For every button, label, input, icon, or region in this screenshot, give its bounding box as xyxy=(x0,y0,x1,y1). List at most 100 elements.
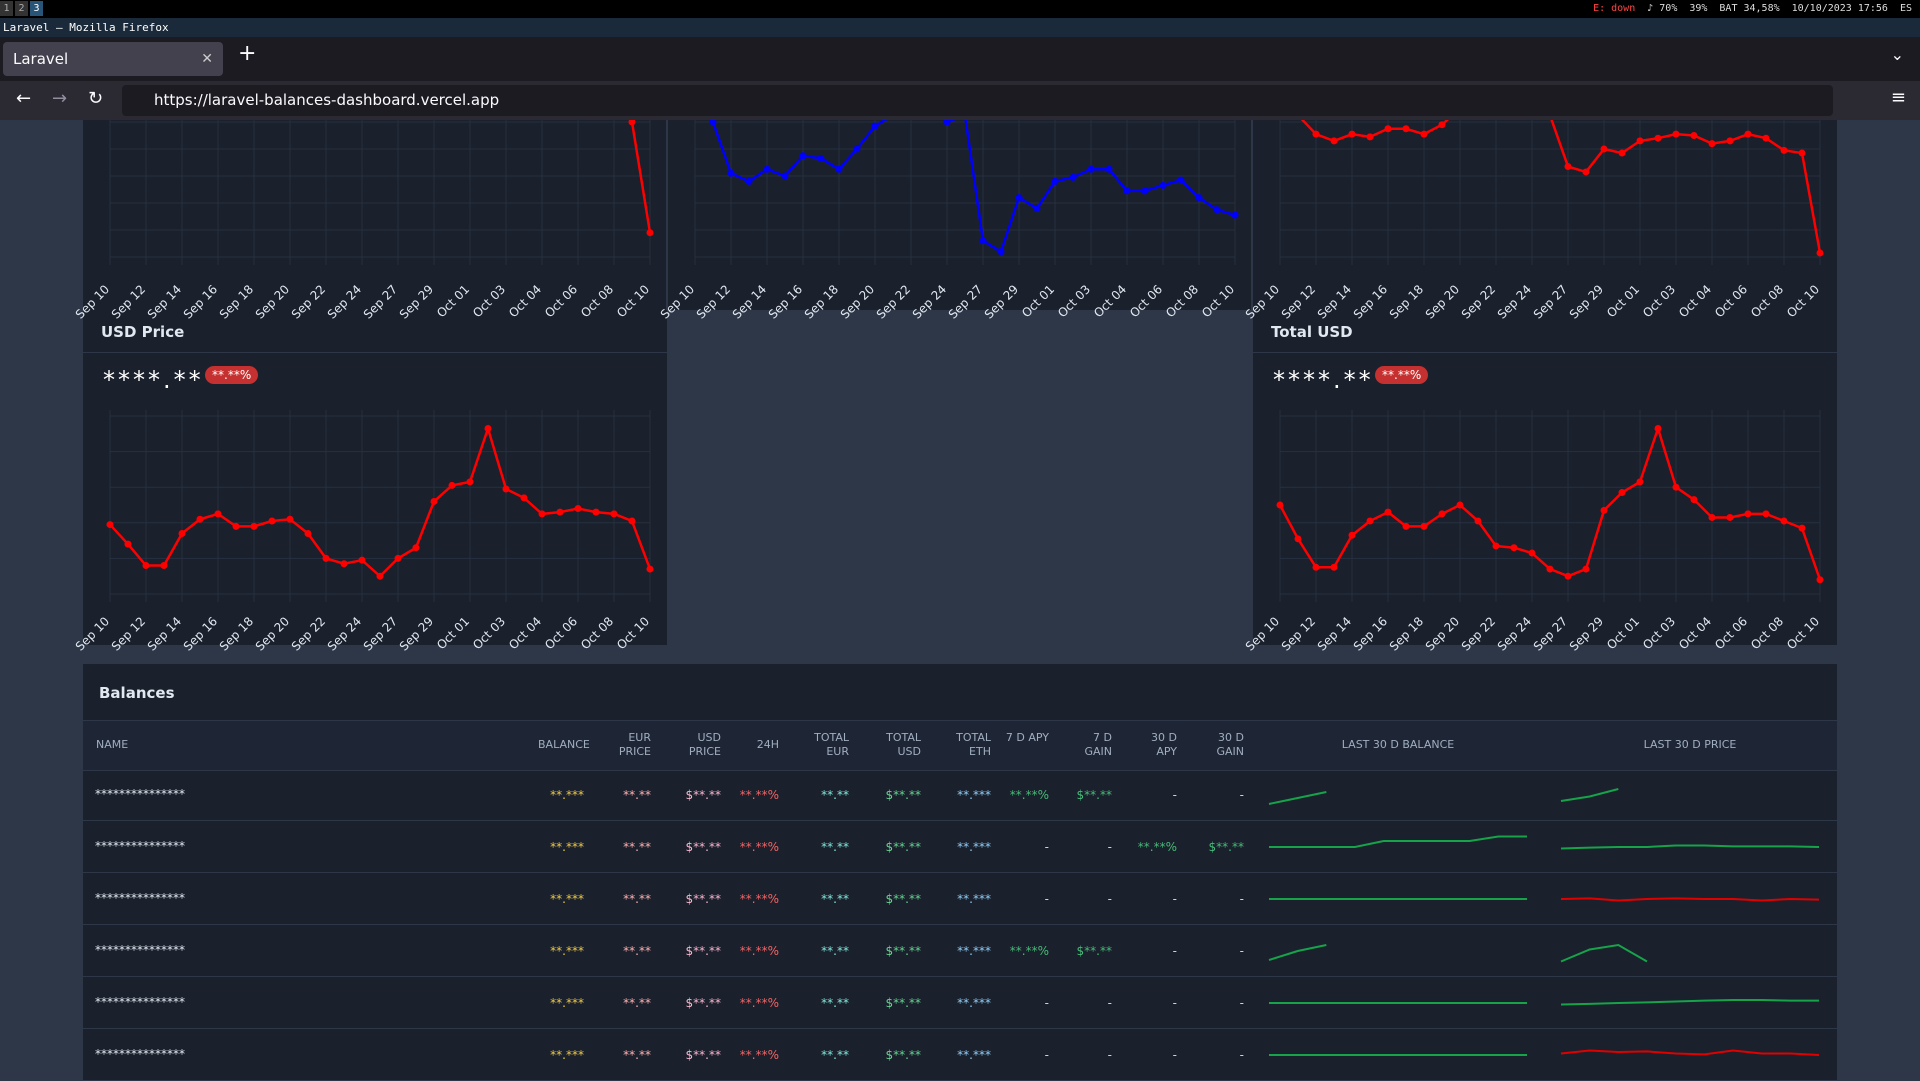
panel: Balances NAME BALANCE EUR PRICE USD PRICE 24H… xyxy=(83,664,1837,1081)
sparkline xyxy=(1268,944,1327,961)
column-header: 7 D APY xyxy=(1005,731,1049,744)
cell: **.**% xyxy=(739,996,779,1010)
menu-button[interactable]: ≡ xyxy=(1890,87,1906,108)
cell: $**.** xyxy=(885,892,921,906)
cell: **.** xyxy=(821,996,849,1010)
cell: **.*** xyxy=(550,840,584,854)
back-button[interactable]: ← xyxy=(16,88,32,109)
cell: $**.** xyxy=(685,1048,721,1062)
divider xyxy=(83,352,667,353)
sparkline xyxy=(1560,844,1820,850)
row-name: *************** xyxy=(95,1047,185,1061)
url: https://laravel-balances-dashboard.verce… xyxy=(154,91,500,109)
change-badge: **.**% xyxy=(205,366,259,384)
cell: $**.** xyxy=(1076,788,1112,802)
cell: **.** xyxy=(623,944,651,958)
status-item: BAT 34,58% xyxy=(1719,3,1780,14)
cell: **.** xyxy=(623,892,651,906)
cell: $**.** xyxy=(685,996,721,1010)
cell: - xyxy=(1044,996,1049,1010)
tab[interactable]: Laravel ✕ xyxy=(3,42,223,76)
taskbar: E: down ♪ 70% 39% BAT 34,58% 10/10/2023 17:5… xyxy=(0,0,1920,18)
column-header: 30 D GAIN xyxy=(1216,731,1244,758)
status-item: 10/10/2023 17:56 xyxy=(1791,3,1888,14)
cell: - xyxy=(1044,840,1049,854)
cell: - xyxy=(1239,788,1244,802)
panel: Total USD ****.** **.**% xyxy=(1253,310,1837,645)
cell: $**.** xyxy=(685,788,721,802)
cell: **.*** xyxy=(957,996,991,1010)
status-item: 39% xyxy=(1689,3,1708,14)
row-divider xyxy=(83,820,1837,821)
cell: - xyxy=(1239,996,1244,1010)
sparkline xyxy=(1560,999,1819,1006)
forward-button[interactable]: → xyxy=(52,88,68,109)
sparkline xyxy=(1560,1049,1820,1056)
workspace[interactable]: 1 xyxy=(0,1,13,16)
cell: - xyxy=(1239,892,1244,906)
cell: $**.** xyxy=(1208,840,1244,854)
cell: $**.** xyxy=(685,840,721,854)
column-header: 30 D APY xyxy=(1151,731,1177,758)
cell: **.** xyxy=(623,996,651,1010)
column-header: TOTAL ETH xyxy=(956,731,991,758)
close-tab[interactable]: ✕ xyxy=(201,51,213,67)
cell: **.** xyxy=(821,788,849,802)
row-name: *************** xyxy=(95,943,185,957)
row-name: *************** xyxy=(95,787,185,801)
sparkline xyxy=(1560,943,1648,963)
reload-button[interactable]: ↻ xyxy=(88,88,104,109)
window-title: Laravel — Mozilla Firefox xyxy=(0,18,1920,37)
cell: **.**% xyxy=(739,1048,779,1062)
cell: **.*** xyxy=(957,788,991,802)
cell: - xyxy=(1172,944,1177,958)
workspace[interactable]: 2 xyxy=(15,1,28,16)
sparkline xyxy=(1269,835,1527,848)
cell: **.**% xyxy=(1137,840,1177,854)
row-name: *************** xyxy=(95,891,185,905)
cell: **.**% xyxy=(739,944,779,958)
cell: **.*** xyxy=(550,1048,584,1062)
sparkline xyxy=(1268,791,1327,805)
new-tab[interactable]: + xyxy=(238,41,257,66)
cell: $**.** xyxy=(885,840,921,854)
column-header: EUR PRICE xyxy=(618,731,651,758)
cell: - xyxy=(1107,892,1112,906)
cell: **.** xyxy=(821,892,849,906)
divider xyxy=(1253,352,1837,353)
tab-bar: Laravel ✕ + ⌄ xyxy=(0,37,1920,81)
cell: **.*** xyxy=(550,892,584,906)
column-header: TOTAL USD xyxy=(886,731,921,758)
workspace[interactable]: 3 xyxy=(30,1,43,16)
cell: $**.** xyxy=(685,944,721,958)
cell: **.** xyxy=(821,944,849,958)
column-header: 24H xyxy=(756,738,779,751)
column-header: TOTAL EUR xyxy=(814,731,849,758)
cell: **.*** xyxy=(957,892,991,906)
panel-title: Balances xyxy=(99,684,175,702)
cell: **.*** xyxy=(550,788,584,802)
url-field[interactable]: https://laravel-balances-dashboard.verce… xyxy=(122,85,1833,116)
cell: **.**% xyxy=(739,892,779,906)
cell: - xyxy=(1044,892,1049,906)
cell: - xyxy=(1107,1048,1112,1062)
cell: - xyxy=(1044,1048,1049,1062)
row-name: *************** xyxy=(95,995,185,1009)
chart-title: Total USD xyxy=(1271,323,1353,341)
sparkline xyxy=(1560,897,1820,902)
tab-list[interactable]: ⌄ xyxy=(1890,45,1904,64)
panel: USD Price ****.** **.**% xyxy=(83,310,667,645)
cell: **.**% xyxy=(1009,944,1049,958)
status-item: ES xyxy=(1899,3,1912,14)
table-header xyxy=(83,720,1837,771)
row-name: *************** xyxy=(95,839,185,853)
cell: - xyxy=(1239,1048,1244,1062)
chart-title: USD Price xyxy=(101,323,185,341)
cell: $**.** xyxy=(1076,944,1112,958)
trend-layer xyxy=(1268,788,1820,1056)
column-header: LAST 30 D BALANCE xyxy=(1341,738,1455,751)
status-item: ♪ 70% xyxy=(1647,3,1678,14)
tab-title: Laravel xyxy=(13,50,69,68)
chart-value: ****.** xyxy=(103,366,204,394)
column-header: USD PRICE xyxy=(688,731,721,758)
